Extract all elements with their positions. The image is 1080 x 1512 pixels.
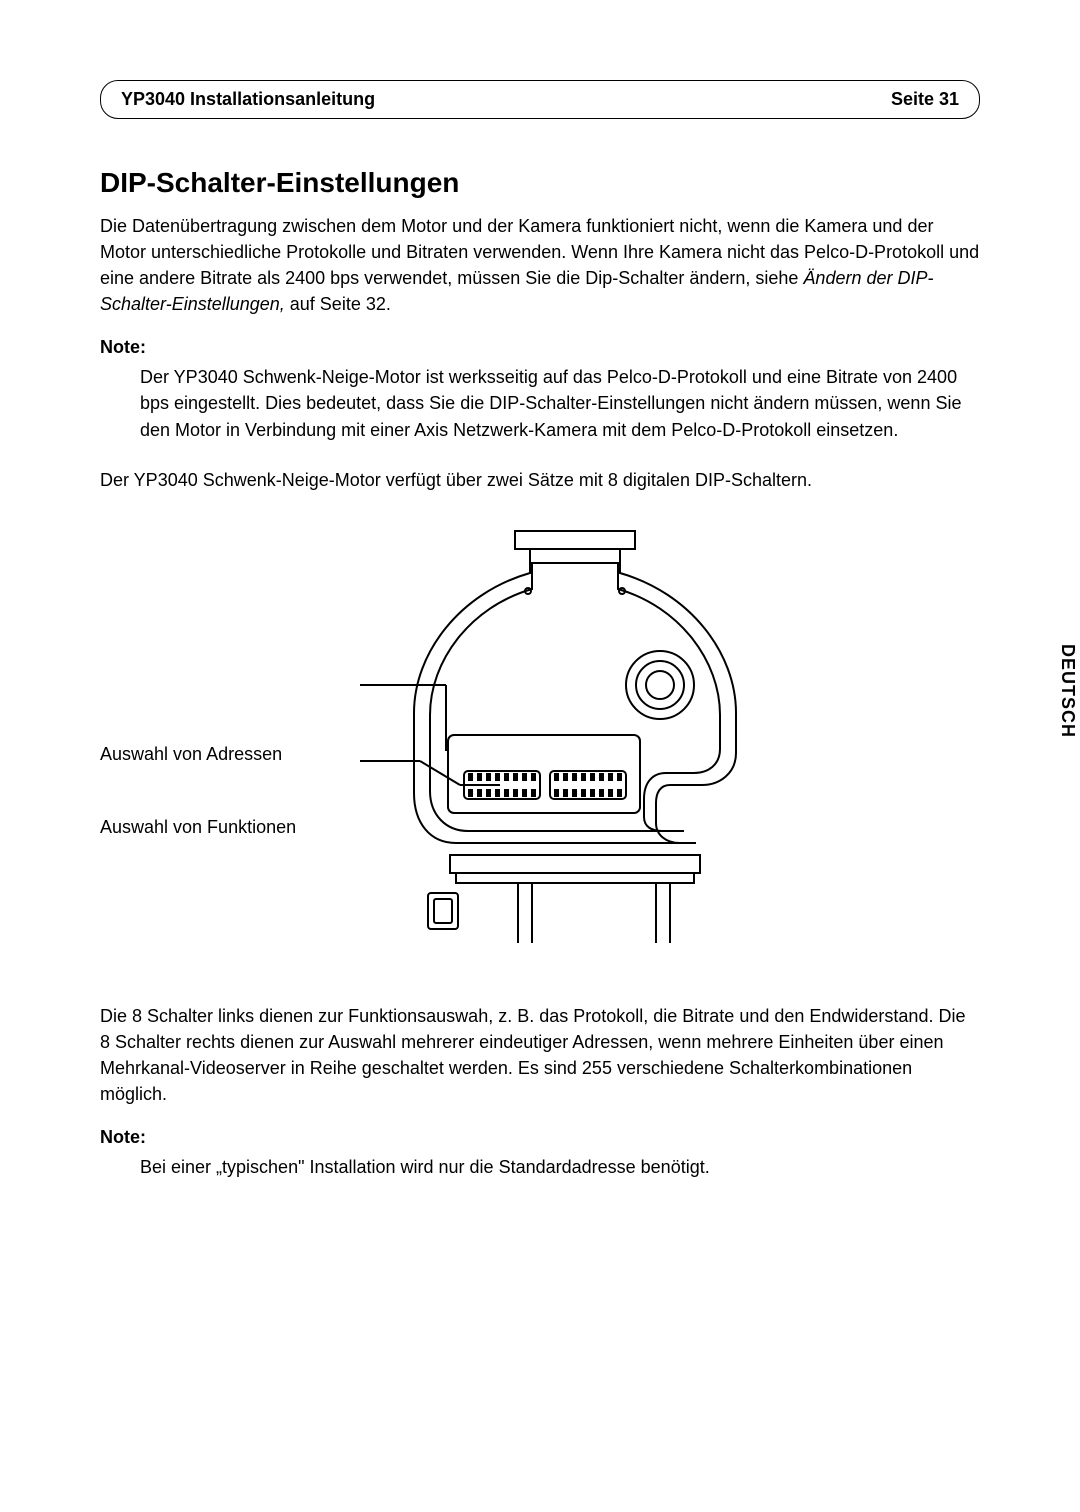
doc-title: YP3040 Installationsanleitung bbox=[121, 89, 375, 110]
diagram-labels: Auswahl von Adressen Auswahl von Funktio… bbox=[100, 596, 360, 890]
intro-text-b: auf Seite 32. bbox=[285, 294, 391, 314]
mid-paragraph: Der YP3040 Schwenk-Neige-Motor verfügt ü… bbox=[100, 467, 980, 493]
page-number: Seite 31 bbox=[891, 89, 959, 110]
diagram-svg-wrap bbox=[360, 523, 980, 963]
label-addresses: Auswahl von Adressen bbox=[100, 744, 360, 765]
intro-paragraph: Die Datenübertragung zwischen dem Motor … bbox=[100, 213, 980, 317]
label-functions: Auswahl von Funktionen bbox=[100, 817, 360, 838]
note1-body: Der YP3040 Schwenk-Neige-Motor ist werks… bbox=[140, 364, 980, 442]
note2-label: Note: bbox=[100, 1127, 980, 1148]
page-header: YP3040 Installationsanleitung Seite 31 bbox=[100, 80, 980, 119]
diagram-container: Auswahl von Adressen Auswahl von Funktio… bbox=[100, 523, 980, 963]
language-tab: DEUTSCH bbox=[1055, 640, 1080, 742]
section-title: DIP-Schalter-Einstellungen bbox=[100, 167, 980, 199]
note1-label: Note: bbox=[100, 337, 980, 358]
paragraph-2: Die 8 Schalter links dienen zur Funktion… bbox=[100, 1003, 980, 1107]
motor-diagram bbox=[360, 523, 780, 963]
note2-body: Bei einer „typischen" Installation wird … bbox=[140, 1154, 980, 1180]
